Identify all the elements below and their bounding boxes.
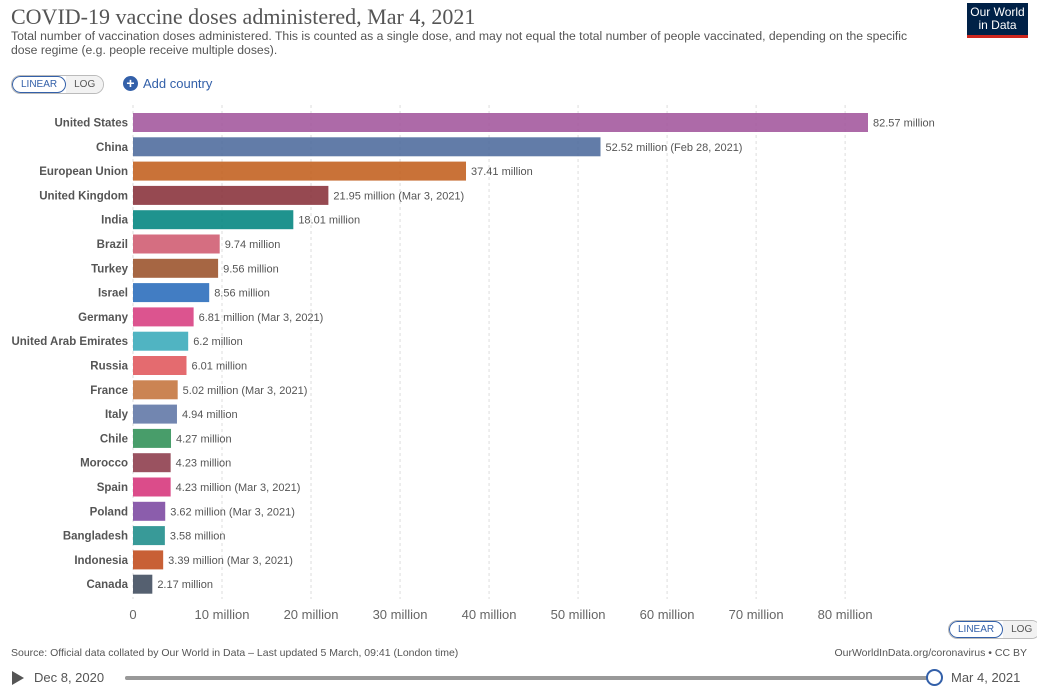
logo-line-1: Our World [970, 5, 1025, 19]
value-label: 6.01 million [191, 361, 247, 373]
category-label: United States [55, 118, 129, 130]
add-country-button[interactable]: + Add country [123, 76, 212, 91]
x-tick-label: 10 million [195, 607, 250, 622]
bar [133, 210, 294, 230]
bar [133, 550, 164, 570]
bar-chart: 0 10 million 20 million 30 million 40 millio… [11, 105, 935, 622]
x-tick-label: 0 [129, 607, 136, 622]
value-label: 4.23 million [176, 458, 232, 470]
value-label: 3.58 million [170, 531, 226, 543]
category-label: France [90, 385, 128, 397]
timeline: Dec 8, 2020 Mar 4, 2021 [0, 667, 1037, 691]
category-label: Indonesia [74, 555, 128, 567]
owid-logo[interactable]: Our World in Data [967, 3, 1028, 38]
bar [133, 380, 178, 400]
timeline-start-label: Dec 8, 2020 [34, 670, 105, 685]
category-label: Russia [90, 361, 128, 373]
value-label: 2.17 million [157, 579, 213, 591]
value-label: 82.57 million [873, 118, 935, 130]
value-label: 18.01 million [298, 215, 360, 227]
timeline-handle[interactable] [926, 669, 943, 686]
x-tick-label: 70 million [729, 607, 784, 622]
value-label: 8.56 million [214, 288, 270, 300]
bar [133, 137, 601, 157]
timeline-fill [125, 676, 935, 680]
plus-icon: + [123, 76, 138, 91]
bar [133, 234, 220, 254]
category-label: Brazil [97, 239, 128, 251]
play-icon[interactable] [12, 671, 24, 685]
category-label: Bangladesh [63, 531, 128, 543]
category-label: Turkey [91, 263, 128, 275]
category-label: Spain [97, 482, 128, 494]
category-label: Germany [78, 312, 128, 324]
bar [133, 331, 189, 351]
category-label: Poland [90, 506, 128, 518]
x-tick-label: 50 million [551, 607, 606, 622]
bar [133, 477, 171, 497]
timeline-track[interactable] [125, 676, 935, 680]
value-label: 3.62 million (Mar 3, 2021) [170, 506, 295, 518]
linear-button-bottom[interactable]: LINEAR [949, 621, 1004, 638]
bar [133, 283, 210, 303]
category-label: Canada [86, 579, 128, 591]
bar [133, 404, 177, 424]
timeline-end-label: Mar 4, 2021 [951, 670, 1021, 685]
value-label: 3.39 million (Mar 3, 2021) [168, 555, 293, 567]
chart-title: COVID-19 vaccine doses administered, Mar… [11, 4, 476, 29]
bar [133, 258, 219, 278]
value-label: 4.23 million (Mar 3, 2021) [176, 482, 301, 494]
chart-subtitle: Total number of vaccination doses admini… [11, 29, 908, 57]
x-tick-label: 60 million [640, 607, 695, 622]
logo-line-2: in Data [978, 17, 1017, 32]
log-button[interactable]: LOG [66, 76, 104, 93]
category-label: Israel [98, 288, 128, 300]
bar [133, 501, 166, 521]
bar [133, 356, 187, 375]
category-label: European Union [39, 166, 128, 178]
value-label: 4.94 million [182, 409, 238, 421]
value-label: 9.74 million [225, 239, 281, 251]
value-label: 9.56 million [223, 263, 279, 275]
category-label: China [96, 142, 129, 154]
value-label: 6.81 million (Mar 3, 2021) [199, 312, 324, 324]
category-label: Italy [105, 409, 129, 421]
value-label: 6.2 million [193, 336, 243, 348]
scale-toggle-bottom: LINEAR LOG [948, 620, 1037, 639]
value-label: 21.95 million (Mar 3, 2021) [333, 190, 464, 202]
bar [133, 526, 165, 546]
source-note: Source: Official data collated by Our Wo… [11, 647, 459, 659]
value-label: 5.02 million (Mar 3, 2021) [183, 385, 308, 397]
add-country-label: Add country [143, 76, 213, 91]
category-label: Morocco [80, 458, 128, 470]
log-button-bottom[interactable]: LOG [1003, 621, 1037, 638]
bar [133, 574, 153, 594]
x-tick-label: 30 million [373, 607, 428, 622]
x-tick-label: 20 million [284, 607, 339, 622]
bar [133, 453, 171, 473]
bar [133, 161, 467, 181]
category-label: Chile [100, 433, 128, 445]
linear-button[interactable]: LINEAR [12, 76, 67, 93]
category-label: India [101, 215, 128, 227]
bar [133, 185, 329, 205]
bar [133, 307, 194, 327]
x-tick-label: 40 million [462, 607, 517, 622]
value-label: 4.27 million [176, 433, 232, 445]
category-label: United Kingdom [39, 190, 128, 202]
bar [133, 113, 868, 132]
value-label: 52.52 million (Feb 28, 2021) [606, 142, 743, 154]
value-label: 37.41 million [471, 166, 533, 178]
credit-link[interactable]: OurWorldInData.org/coronavirus • CC BY [834, 647, 1027, 659]
bar [133, 428, 172, 448]
scale-toggle-top: LINEAR LOG [11, 75, 105, 94]
category-label: United Arab Emirates [11, 336, 128, 348]
x-tick-label: 80 million [818, 607, 873, 622]
